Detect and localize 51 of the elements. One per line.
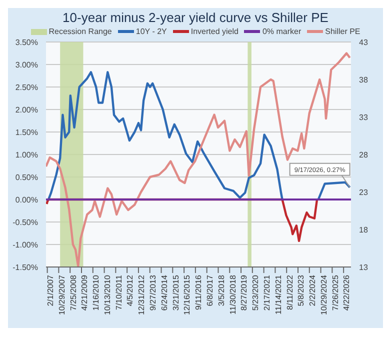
x-tick-label: 3/5/2018 — [216, 274, 226, 306]
y-tick-label: 2.00% — [15, 105, 38, 114]
x-tick-label: 10/13/2010 — [102, 274, 112, 316]
y-tick-label: 2.50% — [15, 82, 38, 92]
x-tick-label: 1/16/2010 — [92, 274, 101, 311]
x-tick-label: 10/29/2024 — [319, 274, 328, 316]
x-tick-label: 3/21/2015 — [171, 274, 180, 311]
legend-label: Shiller PE — [324, 27, 360, 36]
x-tick-label: 4/22/2026 — [342, 274, 352, 311]
legend-label: Inverted yield — [190, 27, 238, 36]
x-tick-label: 10/29/2007 — [57, 274, 66, 316]
y-tick-label: -0.50% — [12, 218, 38, 227]
y2-tick-label: 33 — [359, 112, 368, 122]
y2-tick-label: 18 — [359, 225, 368, 234]
x-tick-label: 8/27/2019 — [240, 274, 249, 311]
x-tick-label: 8/11/2022 — [285, 274, 294, 310]
legend-label: 0% marker — [261, 27, 302, 36]
x-tick-label: 11/30/2018 — [228, 274, 238, 314]
x-tick-label: 2/1/2007 — [46, 274, 55, 306]
x-tick-label: 9/11/2016 — [194, 274, 204, 310]
x-tick-label: 9/27/2013 — [148, 274, 158, 311]
x-tick-label: 5/8/2023 — [296, 274, 306, 306]
x-tick-label: 7/10/2011 — [114, 274, 124, 310]
x-tick-label: 6/24/2014 — [160, 274, 169, 311]
y-tick-label: 1.50% — [15, 128, 38, 137]
x-tick-label: 4/21/2009 — [80, 274, 90, 311]
x-tick-label: 5/23/2020 — [251, 274, 260, 311]
y2-tick-label: 13 — [359, 262, 368, 272]
y2-tick-label: 23 — [359, 188, 368, 197]
y-tick-label: 1.00% — [15, 150, 38, 160]
y2-tick-label: 38 — [359, 75, 368, 84]
y-tick-label: 3.00% — [15, 60, 38, 70]
y-tick-label: 0.50% — [15, 172, 38, 182]
x-tick-label: 12/16/2015 — [182, 274, 192, 316]
y2-tick-label: 28 — [359, 150, 368, 160]
y-tick-label: 3.50% — [15, 38, 38, 47]
legend-label: Recession Range — [48, 27, 112, 36]
x-tick-label: 7/26/2025 — [330, 274, 340, 311]
y2-tick-label: 43 — [359, 38, 368, 47]
x-tick-label: 11/14/2021 — [274, 274, 283, 314]
x-tick-label: 4/5/2012 — [126, 274, 135, 306]
x-tick-label: 12/31/2012 — [137, 274, 146, 316]
x-tick-label: 2/17/2021 — [262, 274, 272, 311]
legend-label: 10Y - 2Y — [134, 27, 167, 36]
x-tick-label: 2/2/2024 — [308, 274, 318, 306]
y-tick-label: 0.00% — [15, 195, 38, 204]
y-tick-label: -1.00% — [12, 240, 38, 250]
chart-title: 10-year minus 2-year yield curve vs Shiller PE — [62, 10, 330, 25]
y-tick-label: -1.50% — [12, 262, 38, 272]
x-tick-label: 7/25/2008 — [68, 274, 78, 311]
x-tick-label: 6/8/2017 — [206, 274, 215, 306]
